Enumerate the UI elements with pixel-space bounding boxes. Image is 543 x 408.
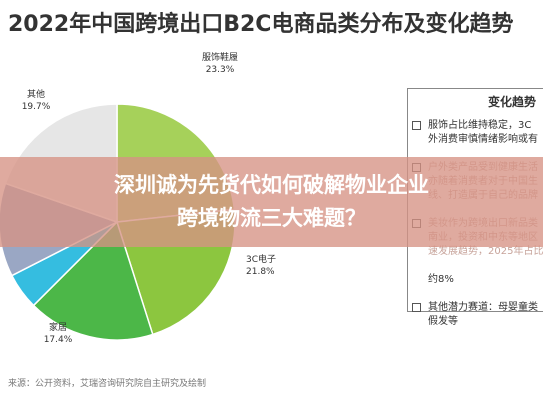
- trend-item: 约8%: [408, 273, 543, 287]
- checkbox-icon: [412, 303, 421, 312]
- trend-item-line: 外消费审慎情绪影响或有: [428, 134, 538, 145]
- trend-item: 服饰占比维持稳定，3C 外消费审慎情绪影响或有: [408, 119, 543, 147]
- trend-item-line: 其他潜力赛道：母婴童类: [428, 302, 538, 313]
- slice-name-label: 3C电子: [246, 253, 276, 265]
- checkbox-icon: [412, 121, 421, 130]
- slice-name-label: 其他: [27, 88, 45, 100]
- trend-item-line: 速发展趋势，2025年占比: [428, 246, 543, 257]
- slice-name-label: 家居: [49, 321, 67, 333]
- source-note: 来源：公开资料，艾瑞咨询研究院自主研究及绘制: [8, 379, 207, 389]
- trend-item-line: 约8%: [428, 274, 454, 285]
- trend-item-line: 假发等: [428, 316, 458, 327]
- slice-value-label: 23.3%: [206, 65, 235, 75]
- article-title-line-1: 深圳诚为先货代如何破解物业企业: [114, 173, 429, 197]
- slice-name-label: 服饰鞋履: [202, 51, 238, 63]
- slice-value-label: 21.8%: [246, 267, 275, 277]
- trend-panel-title: 变化趋势: [488, 95, 537, 109]
- chart-title: 2022年中国跨境出口B2C电商品类分布及变化趋势: [8, 12, 514, 37]
- trend-item: 其他潜力赛道：母婴童类 假发等: [408, 301, 543, 329]
- article-title-line-2: 跨境物流三大难题？: [177, 206, 366, 230]
- slice-value-label: 19.7%: [22, 102, 51, 112]
- article-title-banner[interactable]: 深圳诚为先货代如何破解物业企业 跨境物流三大难题？: [0, 157, 543, 247]
- slice-value-label: 17.4%: [44, 335, 73, 345]
- pie-slice-2: [32, 220, 154, 341]
- trend-item-line: 服饰占比维持稳定，3C: [428, 120, 532, 131]
